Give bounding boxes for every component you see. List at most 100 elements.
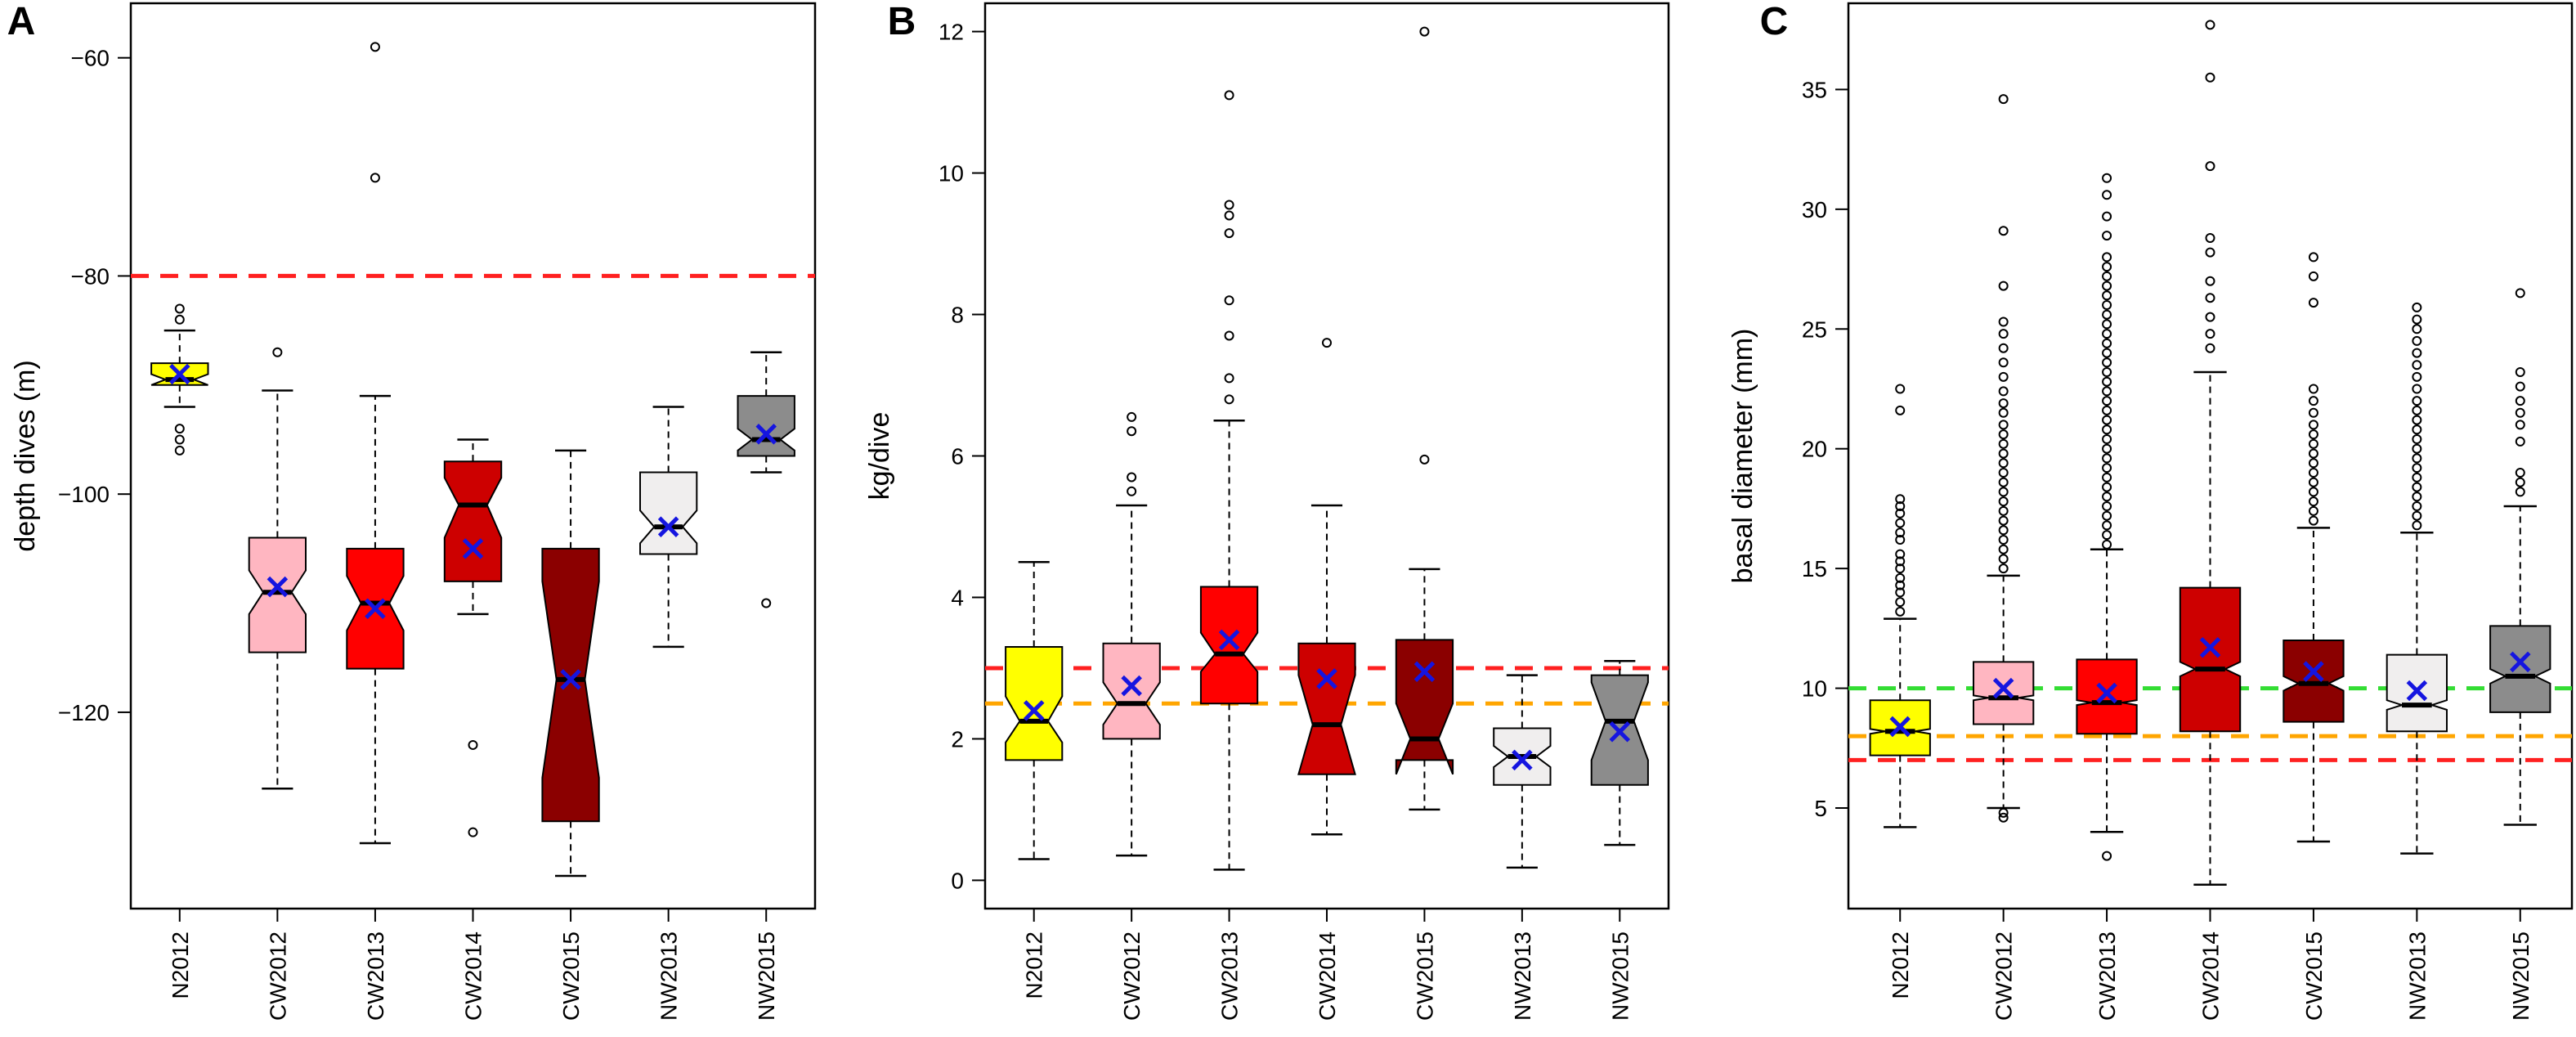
outlier-point — [2102, 501, 2112, 511]
outlier-point — [2515, 468, 2525, 478]
outlier-point — [370, 42, 380, 52]
outlier-point — [2102, 851, 2112, 861]
outlier-point — [761, 598, 772, 608]
mean-marker-stroke — [755, 424, 777, 445]
x-tick-label: CW2014 — [461, 932, 486, 1021]
outlier-point — [2102, 396, 2112, 406]
box-body — [2489, 625, 2551, 713]
outlier-point — [2412, 324, 2422, 334]
outlier-point — [1998, 477, 2009, 487]
x-tick-label: CW2015 — [2301, 932, 2327, 1021]
outlier-point — [1998, 515, 2009, 526]
outlier-point — [1998, 226, 2009, 236]
outlier-point — [1224, 373, 1234, 384]
outlier-point — [2205, 72, 2215, 83]
outlier-point — [2102, 520, 2112, 531]
outlier-point — [2308, 271, 2318, 281]
box-cw2012 — [1102, 411, 1161, 857]
outlier-point — [1895, 494, 1906, 505]
panel-letter: A — [7, 0, 36, 43]
box-nw2015 — [2489, 288, 2551, 826]
y-tick-label: 5 — [1814, 796, 1827, 821]
box-n2012 — [1005, 560, 1064, 860]
outlier-point — [1998, 525, 2009, 536]
outlier-point — [2102, 453, 2112, 464]
mean-marker — [2406, 680, 2428, 702]
outlier-point — [1895, 384, 1906, 394]
mean-marker-stroke — [2199, 637, 2221, 658]
y-tick-label: 10 — [939, 161, 964, 186]
y-tick-label: 25 — [1802, 316, 1827, 342]
outlier-point — [2205, 343, 2215, 353]
y-tick-label: 30 — [1802, 197, 1827, 222]
mean-marker-stroke — [1512, 749, 1533, 771]
outlier-point — [2308, 407, 2318, 418]
outlier-point — [2102, 510, 2112, 521]
outlier-point — [2412, 482, 2422, 492]
outlier-point — [1998, 281, 2009, 291]
outlier-point — [1127, 472, 1137, 483]
outlier-point — [1998, 407, 2009, 418]
outlier-point — [2102, 482, 2112, 492]
outlier-point — [2308, 505, 2318, 516]
box-body — [1395, 639, 1454, 775]
outlier-point — [2515, 381, 2525, 392]
y-tick-label: 10 — [1802, 676, 1827, 702]
mean-marker — [1992, 677, 2014, 699]
mean-marker-stroke — [560, 669, 581, 690]
outlier-point — [2412, 443, 2422, 454]
outlier-point — [2102, 530, 2112, 541]
y-tick-label: 35 — [1802, 77, 1827, 102]
mean-marker-stroke — [1609, 721, 1631, 743]
outlier-point — [1895, 527, 1906, 538]
y-tick-label: 15 — [1802, 556, 1827, 581]
outlier-point — [2102, 357, 2112, 368]
outlier-point — [2102, 443, 2112, 454]
mean-marker-stroke — [657, 516, 679, 537]
outlier-point — [1419, 454, 1430, 465]
outlier-point — [2308, 396, 2318, 406]
outlier-point — [174, 314, 185, 325]
outlier-point — [1895, 572, 1906, 583]
outlier-point — [1998, 535, 2009, 545]
x-tick-label: CW2012 — [1991, 932, 2017, 1021]
outlier-point — [1127, 486, 1137, 496]
outlier-point — [2515, 436, 2525, 447]
outlier-point — [2102, 252, 2112, 263]
outlier-point — [2515, 487, 2525, 497]
outlier-point — [1998, 458, 2009, 469]
outlier-point — [2102, 434, 2112, 444]
outlier-point — [468, 827, 478, 837]
outlier-point — [2102, 190, 2112, 200]
box-nw2015 — [737, 351, 795, 608]
outlier-point — [2205, 293, 2215, 303]
outlier-point — [1895, 597, 1906, 608]
mean-marker-stroke — [2510, 651, 2531, 673]
box-body — [248, 536, 307, 653]
mean-marker — [169, 363, 190, 385]
outlier-point — [2102, 472, 2112, 483]
outlier-point — [1998, 357, 2009, 368]
outlier-point — [2412, 314, 2422, 325]
outlier-point — [1998, 94, 2009, 105]
mean-marker-stroke — [2096, 682, 2117, 704]
y-axis-label: kg/dive — [864, 412, 895, 501]
outlier-point — [1998, 505, 2009, 516]
outlier-point — [2412, 492, 2422, 502]
x-tick-label: CW2013 — [1217, 932, 1243, 1021]
outlier-point — [2102, 386, 2112, 397]
box-body — [1005, 646, 1064, 761]
mean-marker — [1121, 675, 1142, 697]
y-tick-label: 4 — [951, 585, 964, 610]
x-tick-label: NW2013 — [1510, 932, 1535, 1021]
outlier-point — [2412, 360, 2422, 370]
y-tick-label: 0 — [951, 868, 964, 893]
x-tick-label: CW2012 — [1119, 932, 1145, 1021]
mean-marker — [1316, 668, 1337, 689]
outlier-point — [2205, 312, 2215, 322]
mean-marker — [462, 538, 484, 559]
box-cw2013 — [1199, 90, 1259, 871]
y-tick-label: −60 — [71, 46, 110, 71]
mean-marker — [267, 576, 289, 598]
outlier-point — [2102, 376, 2112, 387]
